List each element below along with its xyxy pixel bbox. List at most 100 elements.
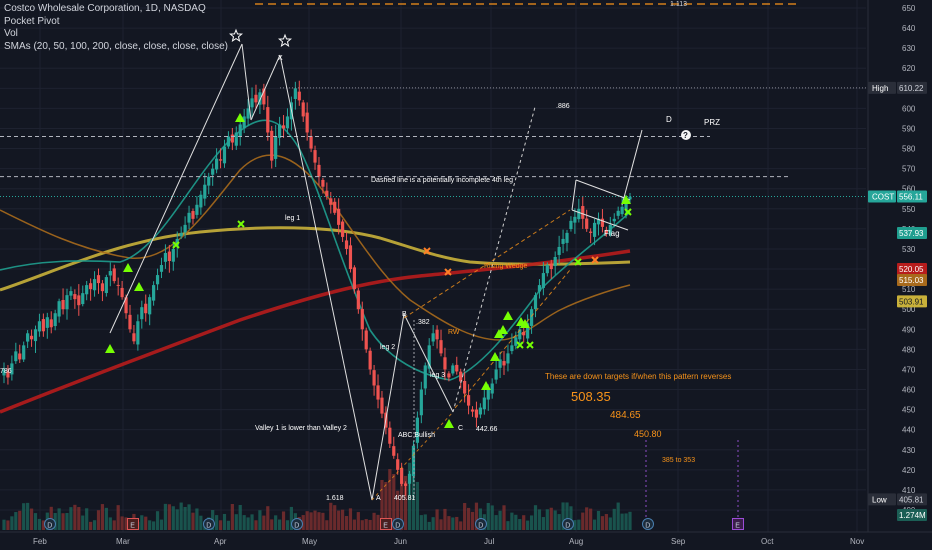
candle-body (596, 218, 601, 225)
chart-title[interactable]: Costco Wholesale Corporation, 1D, NASDAQ (4, 3, 206, 14)
candle-body (411, 445, 416, 477)
price-badge-bg (897, 274, 927, 287)
price-badge-label-bg (868, 493, 896, 506)
candle-body (466, 395, 471, 406)
time-axis-label: Mar (116, 537, 130, 546)
time-axis-label: Aug (569, 537, 583, 546)
label-b: B (402, 311, 407, 318)
volume-bar (325, 520, 329, 530)
volume-bar (447, 516, 451, 530)
price-tick-label: 570 (902, 165, 916, 174)
candle-body (238, 124, 242, 137)
candle-body (447, 373, 451, 378)
candle-body (187, 212, 191, 223)
candle-body (380, 397, 384, 414)
candle-body (266, 107, 270, 133)
candle-body (482, 397, 486, 410)
volume-bar (222, 513, 227, 530)
candle-body (415, 417, 419, 443)
price-badge-label: High (872, 84, 888, 93)
pocket-pivot-up-icon (481, 381, 491, 390)
candle-body (191, 211, 195, 219)
valley-note: Valley 1 is lower than Valley 2 (255, 425, 347, 432)
volume-bar (77, 507, 81, 530)
volume-bar (258, 510, 262, 530)
volume-bar (41, 520, 45, 530)
candle-body (112, 268, 116, 282)
label-d: D (666, 115, 672, 124)
event-letter: D (645, 523, 650, 530)
candle-body (435, 329, 439, 340)
candle-body (250, 98, 254, 108)
candle-body (581, 206, 585, 219)
candle-body (573, 216, 577, 223)
price-tick-label: 490 (902, 325, 916, 334)
sma-200-line (0, 249, 631, 414)
price-axis[interactable]: 6506406306206106005905805705605505405305… (867, 0, 932, 550)
dividend-icon (291, 518, 303, 530)
volume-bar (57, 508, 61, 530)
candle-body (337, 208, 341, 225)
indicator-smas[interactable]: SMAs (20, 50, 100, 200, close, close, cl… (4, 40, 228, 52)
price-tick-label: 630 (902, 44, 916, 53)
candle-body (96, 275, 101, 284)
label-a: A (376, 495, 381, 502)
volume-bar (226, 520, 231, 530)
volume-bar (474, 502, 479, 530)
fib-1113-label: 1.113 (670, 1, 687, 8)
candle-body (352, 267, 357, 290)
targets-note: These are down targets if/when this patt… (545, 372, 731, 381)
candlesticks (2, 80, 632, 496)
price-badge-label: COST (872, 193, 894, 202)
volume-bar (604, 514, 608, 530)
candle-body (474, 409, 479, 418)
time-axis-label: Oct (761, 537, 774, 546)
volume-bar (26, 502, 30, 530)
volume-bar (455, 516, 459, 530)
volume-bar (463, 503, 467, 530)
dividend-icon (392, 518, 404, 530)
label-c: C (458, 425, 463, 432)
sma-cross-icon (526, 341, 534, 349)
candle-body (348, 245, 353, 270)
candle-body (41, 319, 45, 332)
candle-body (254, 94, 258, 103)
candle-body (29, 335, 34, 340)
dividend-icon (44, 518, 56, 530)
candle-body (592, 222, 597, 237)
candle-body (37, 321, 42, 332)
earnings-icon (127, 518, 139, 530)
price-tick-label: 560 (902, 185, 916, 194)
price-badge-bg (897, 190, 927, 203)
candle-body (203, 184, 207, 199)
candle-body (140, 307, 144, 320)
fib-886-label: .886 (556, 103, 570, 110)
candle-body (53, 313, 57, 327)
volume-bar (411, 466, 416, 530)
rw-label: RW (448, 329, 460, 336)
candle-body (100, 283, 105, 292)
event-letter: D (294, 523, 299, 530)
volume-bar (92, 520, 97, 530)
candle-body (77, 295, 81, 306)
candle-body (360, 308, 364, 330)
pocket-pivot-markers (105, 113, 632, 428)
indicator-pocket-pivot[interactable]: Pocket Pivot (4, 15, 60, 27)
volume-bar (451, 517, 455, 530)
volume-bar (37, 518, 42, 530)
indicator-volume[interactable]: Vol (4, 28, 18, 39)
candle-body (321, 179, 325, 187)
pocket-pivot-up-icon (498, 325, 508, 334)
volume-bar (33, 513, 38, 530)
sma-cross-icon (516, 341, 524, 349)
candle-body (356, 290, 360, 310)
price-tick-label: 420 (902, 466, 916, 475)
volume-bar (510, 512, 514, 530)
volume-bar (545, 509, 549, 530)
volume-bar (179, 502, 183, 530)
volume-bar (10, 516, 14, 530)
candle-body (368, 350, 372, 370)
candle-body (392, 446, 396, 456)
